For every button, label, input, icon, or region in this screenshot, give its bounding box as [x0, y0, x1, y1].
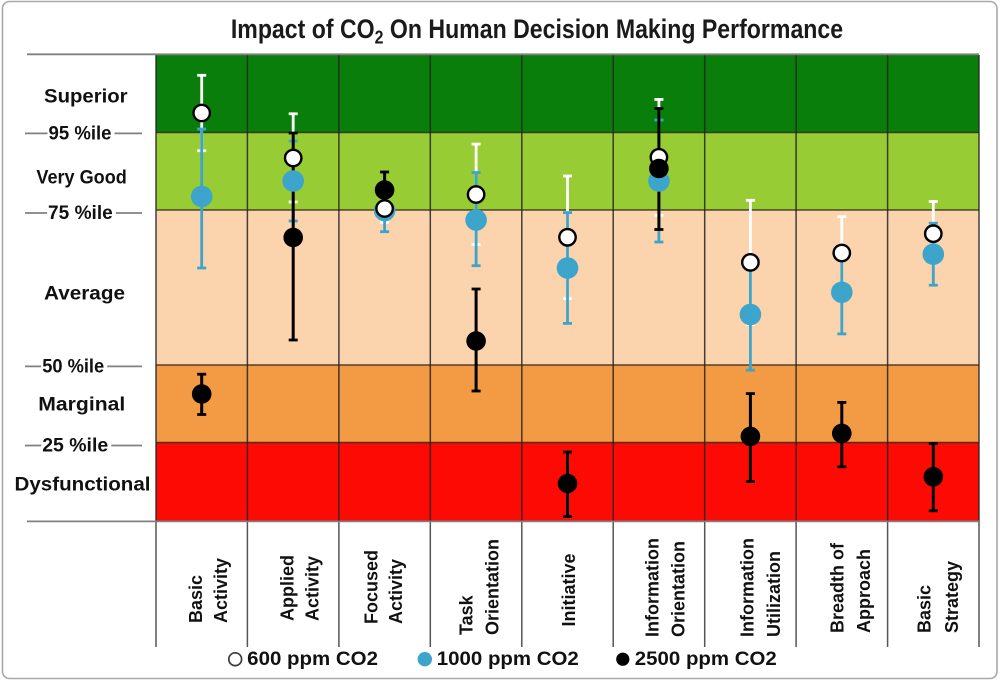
svg-text:Superior: Superior	[44, 85, 128, 107]
svg-text:2500 ppm CO2: 2500 ppm CO2	[635, 648, 777, 670]
svg-text:Orientation: Orientation	[482, 539, 502, 635]
svg-text:75 %ile: 75 %ile	[48, 202, 113, 224]
svg-text:1000 ppm CO2: 1000 ppm CO2	[437, 648, 579, 670]
svg-text:Very Good: Very Good	[36, 167, 126, 189]
svg-text:Basic: Basic	[915, 585, 935, 633]
svg-text:Breadth of: Breadth of	[827, 542, 847, 633]
svg-text:Applied: Applied	[278, 555, 298, 621]
svg-text:Basic: Basic	[186, 575, 206, 623]
svg-text:Initiative: Initiative	[559, 553, 579, 626]
svg-text:Information: Information	[642, 538, 662, 637]
svg-text:Task: Task	[456, 594, 476, 635]
svg-text:Activity: Activity	[386, 559, 406, 624]
svg-text:50 %ile: 50 %ile	[42, 355, 104, 377]
svg-text:Approach: Approach	[854, 549, 874, 633]
svg-text:Activity: Activity	[303, 556, 323, 621]
svg-text:Information: Information	[738, 538, 758, 637]
svg-text:Average: Average	[44, 283, 125, 305]
svg-text:25 %ile: 25 %ile	[42, 435, 108, 457]
svg-text:Strategy: Strategy	[942, 561, 962, 633]
svg-text:Dysfunctional: Dysfunctional	[15, 474, 151, 496]
svg-text:Utilization: Utilization	[764, 551, 784, 637]
svg-text:Orientation: Orientation	[669, 541, 689, 637]
svg-text:Marginal: Marginal	[38, 394, 125, 416]
svg-text:Impact of CO2 On Human Decisio: Impact of CO2 On Human Decision Making P…	[231, 14, 843, 47]
svg-text:600 ppm CO2: 600 ppm CO2	[247, 648, 378, 670]
svg-text:Activity: Activity	[211, 558, 231, 623]
svg-text:95 %ile: 95 %ile	[49, 122, 112, 144]
svg-text:Focused: Focused	[362, 550, 382, 624]
